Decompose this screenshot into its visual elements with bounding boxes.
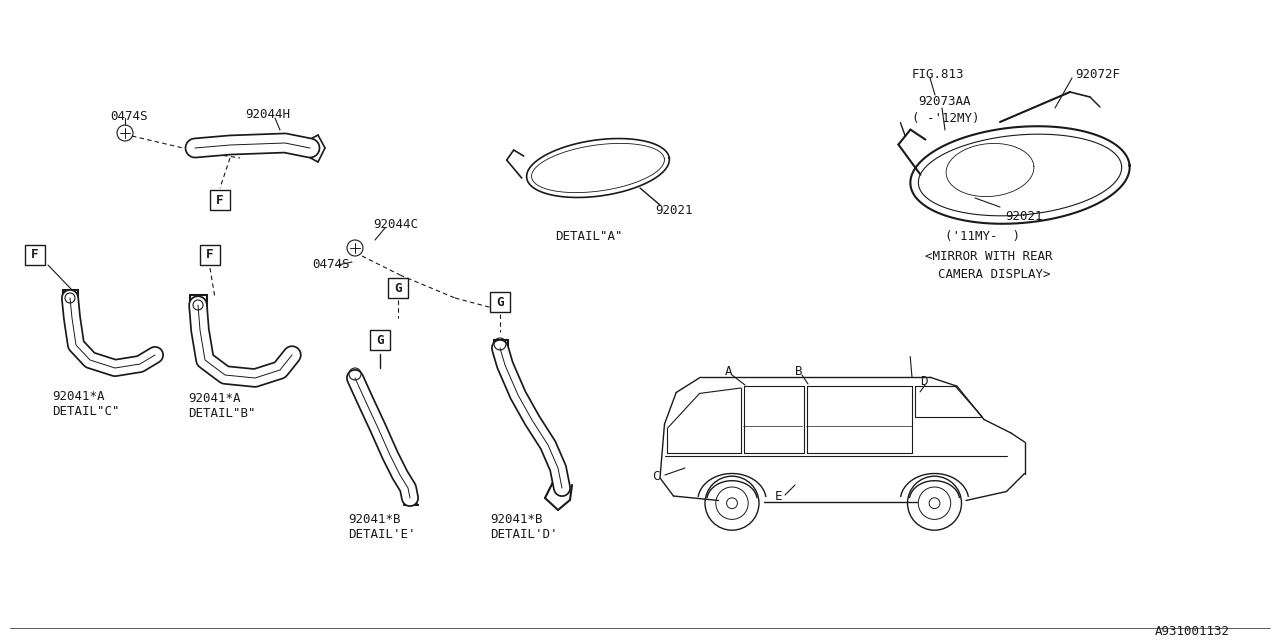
Text: 92041*B: 92041*B	[348, 513, 401, 526]
Text: G: G	[376, 333, 384, 346]
Text: CAMERA DISPLAY>: CAMERA DISPLAY>	[938, 268, 1051, 281]
Text: 92021: 92021	[655, 204, 692, 217]
Text: DETAIL"C": DETAIL"C"	[52, 405, 119, 418]
Bar	[388, 278, 407, 298]
Text: G: G	[394, 282, 402, 294]
Bar	[26, 244, 45, 266]
Text: A: A	[724, 365, 732, 378]
Text: 92072F: 92072F	[1075, 68, 1120, 81]
Text: 0474S: 0474S	[110, 110, 147, 123]
Text: G: G	[497, 296, 504, 308]
Text: ( -'12MY): ( -'12MY)	[911, 112, 979, 125]
Text: F: F	[206, 248, 214, 262]
Text: 0474S: 0474S	[312, 258, 349, 271]
Text: D: D	[920, 375, 928, 388]
Text: DETAIL"B": DETAIL"B"	[188, 407, 256, 420]
Text: <MIRROR WITH REAR: <MIRROR WITH REAR	[925, 250, 1052, 263]
Text: C: C	[652, 470, 659, 483]
Text: 92041*B: 92041*B	[490, 513, 543, 526]
Text: 92044H: 92044H	[244, 108, 291, 121]
Text: DETAIL'D': DETAIL'D'	[490, 528, 558, 541]
Text: A931001132: A931001132	[1155, 625, 1230, 638]
Bar	[210, 189, 229, 211]
Text: 92041*A: 92041*A	[52, 390, 105, 403]
Text: FIG.813: FIG.813	[911, 68, 965, 81]
Bar	[201, 244, 220, 266]
Text: F: F	[31, 248, 38, 262]
Bar	[370, 330, 389, 351]
Text: 92041*A: 92041*A	[188, 392, 241, 405]
Text: F: F	[216, 193, 224, 207]
Text: B: B	[795, 365, 803, 378]
Text: 92021: 92021	[1005, 210, 1042, 223]
Bar	[490, 292, 509, 312]
Text: 92073AA: 92073AA	[918, 95, 970, 108]
Text: DETAIL"A": DETAIL"A"	[556, 230, 622, 243]
Text: 92044C: 92044C	[372, 218, 419, 231]
Text: DETAIL'E': DETAIL'E'	[348, 528, 416, 541]
Text: E: E	[774, 490, 782, 503]
Text: ('11MY-  ): ('11MY- )	[945, 230, 1020, 243]
